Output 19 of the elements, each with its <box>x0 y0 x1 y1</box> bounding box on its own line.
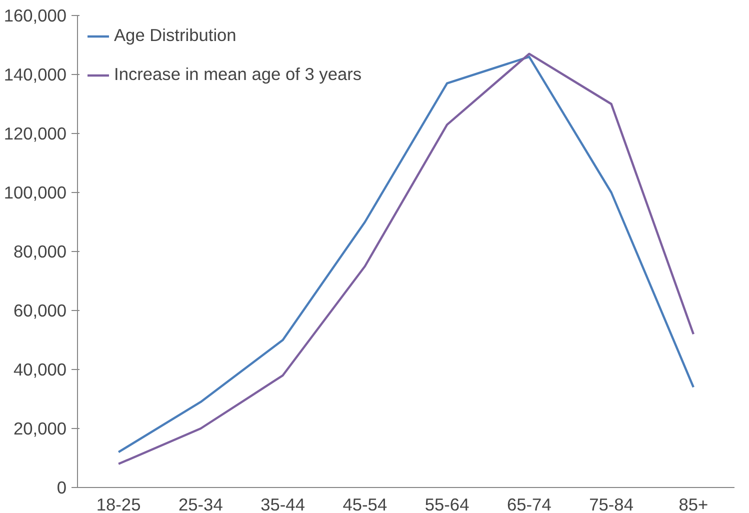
x-tick-label: 85+ <box>678 494 708 513</box>
x-tick-label: 65-74 <box>507 494 552 513</box>
x-tick-label: 18-25 <box>96 494 141 513</box>
x-tick-label: 25-34 <box>178 494 224 513</box>
y-tick-label: 20,000 <box>14 418 66 438</box>
legend-label: Age Distribution <box>114 25 236 46</box>
y-tick-label: 0 <box>56 478 67 498</box>
y-tick-label: 120,000 <box>4 124 67 144</box>
y-tick-label: 80,000 <box>14 242 66 262</box>
legend-label: Increase in mean age of 3 years <box>114 64 362 85</box>
y-tick-label: 100,000 <box>4 182 67 202</box>
y-tick-label: 140,000 <box>4 64 67 84</box>
x-tick-label: 45-54 <box>342 494 388 513</box>
y-tick-label: 60,000 <box>14 300 66 320</box>
y-tick-label: 40,000 <box>14 360 66 380</box>
x-tick-label: 75-84 <box>589 494 634 513</box>
y-tick-label: 160,000 <box>4 6 67 26</box>
x-tick-label: 55-64 <box>424 494 470 513</box>
x-tick-label: 35-44 <box>260 494 306 513</box>
